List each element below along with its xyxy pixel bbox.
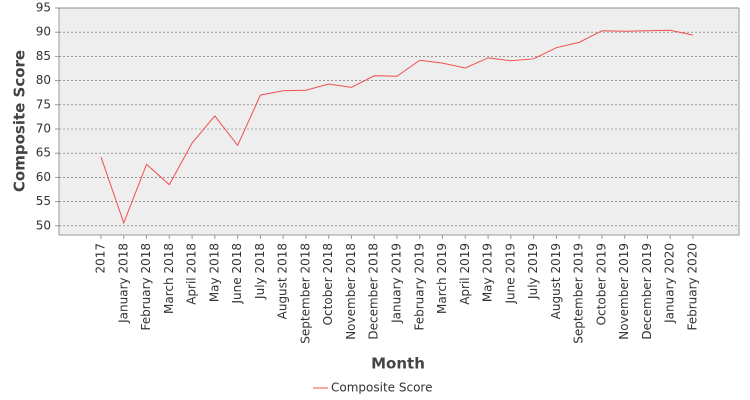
y-tick-label: 60 [36,170,51,184]
x-tick-label: October 2019 [594,243,608,325]
x-tick-label: September 2018 [298,243,312,344]
x-tick-label: June 2019 [503,243,517,305]
series-line [100,29,694,225]
x-axis-title: Month [371,355,425,373]
x-tick-label: October 2018 [321,243,335,325]
y-tick-label: 80 [36,73,51,87]
x-tick-label: March 2019 [435,243,449,314]
plot-area [58,7,740,236]
x-tick-label: December 2018 [367,243,381,340]
x-tick-label: March 2018 [162,243,176,314]
y-tick-label: 65 [36,146,51,160]
x-tick-label: February 2018 [139,243,153,331]
x-tick-label: November 2019 [617,243,631,340]
x-tick-label: July 2019 [526,243,540,300]
x-tick-label: May 2018 [207,243,221,302]
x-tick-label: April 2018 [185,243,199,305]
x-tick-label: February 2020 [686,243,700,331]
x-tick-label: November 2018 [344,243,358,340]
x-tick-label: June 2018 [230,243,244,305]
x-tick-label: September 2019 [572,243,586,344]
x-tick-label: 2017 [94,243,108,274]
y-tick-label: 85 [36,49,51,63]
y-tick-label: 95 [36,1,51,15]
x-tick-label: May 2019 [481,243,495,302]
x-tick-label: January 2018 [116,243,130,324]
x-tick-label: January 2020 [663,243,677,324]
x-tick-label: August 2019 [549,243,563,319]
x-tick-label: December 2019 [640,243,654,340]
x-tick-label: February 2019 [412,243,426,331]
y-tick-label: 75 [36,97,51,111]
x-tick-label: August 2018 [276,243,290,319]
y-tick-label: 90 [36,25,51,39]
y-tick-label: 55 [36,194,51,208]
x-tick-label: April 2019 [458,243,472,305]
y-tick-label: 70 [36,122,51,136]
legend-label: Composite Score [331,381,432,395]
y-tick-label: 50 [36,218,51,232]
y-axis-title: Composite Score [11,50,29,192]
x-tick-label: January 2019 [390,243,404,324]
x-tick-label: July 2018 [253,243,267,300]
